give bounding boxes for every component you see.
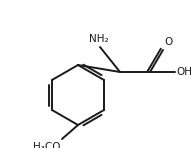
Text: NH₂: NH₂ bbox=[89, 34, 109, 44]
Text: OH: OH bbox=[176, 67, 192, 77]
Text: H₃CO: H₃CO bbox=[32, 142, 60, 148]
Text: O: O bbox=[164, 37, 172, 47]
